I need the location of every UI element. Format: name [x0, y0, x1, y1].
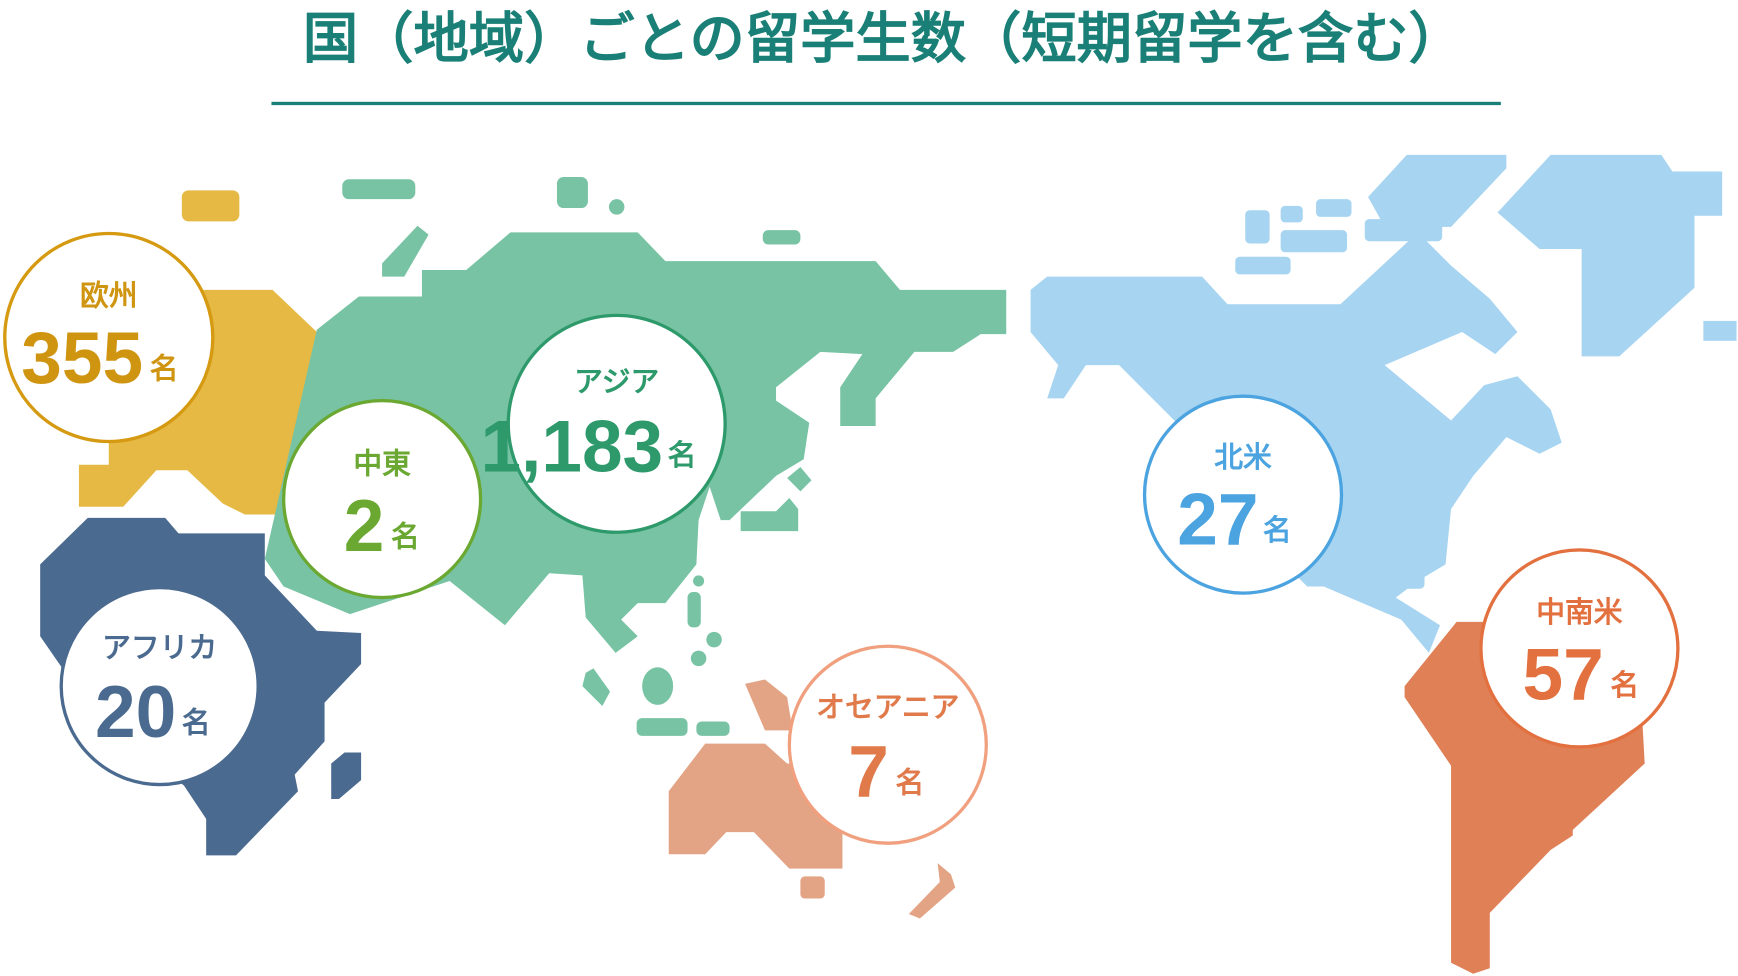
- region-count: 7: [848, 732, 889, 813]
- region-name: 中東: [353, 447, 411, 481]
- region-name: オセアニア: [816, 690, 959, 724]
- region-name: アフリカ: [102, 630, 217, 664]
- region-unit: 名: [150, 351, 179, 385]
- region-name: 北米: [1214, 440, 1272, 474]
- region-africa: アフリカ 20 名: [59, 585, 260, 787]
- region-count: 355: [21, 318, 143, 399]
- region-north-america: 北米 27 名: [1142, 394, 1344, 595]
- region-europe: 欧州 355 名: [3, 231, 215, 444]
- page-title: 国（地域）ごとの留学生数（短期留学を含む）: [303, 8, 1464, 72]
- region-name: 中南米: [1536, 595, 1623, 629]
- bubble: [59, 585, 260, 787]
- region-asia: アジア 1,183 名: [480, 313, 727, 534]
- bubble: [787, 644, 988, 845]
- bubble: [1479, 548, 1680, 749]
- region-oceania: オセアニア 7 名: [787, 644, 988, 845]
- region-count: 2: [344, 486, 385, 567]
- region-unit: 名: [1610, 668, 1639, 702]
- region-south-america: 中南米 57 名: [1479, 548, 1680, 749]
- region-count: 57: [1523, 634, 1604, 715]
- bubble: [1142, 394, 1344, 595]
- region-name: 欧州: [80, 278, 138, 312]
- region-unit: 名: [896, 765, 925, 799]
- bubble: [506, 313, 727, 534]
- region-unit: 名: [391, 520, 420, 554]
- bubble: [281, 398, 483, 600]
- region-count: 20: [95, 672, 176, 753]
- region-unit: 名: [668, 438, 697, 472]
- region-count: 1,183: [480, 406, 663, 487]
- title-underline: [271, 101, 1501, 106]
- bubble: [3, 231, 215, 444]
- region-name: アジア: [574, 365, 659, 399]
- region-unit: 名: [1263, 513, 1292, 547]
- region-count: 27: [1177, 479, 1258, 560]
- region-middle-east: 中東 2 名: [281, 398, 483, 600]
- region-unit: 名: [182, 706, 211, 740]
